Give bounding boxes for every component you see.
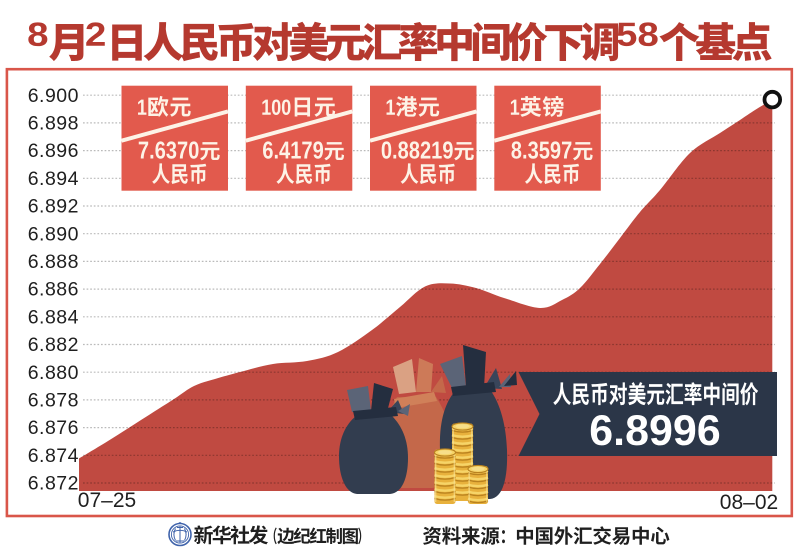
svg-text:6.872: 6.872 xyxy=(28,473,79,495)
svg-text:6.882: 6.882 xyxy=(28,334,79,356)
svg-text:08–02: 08–02 xyxy=(720,491,778,514)
svg-text:6.894: 6.894 xyxy=(28,168,79,190)
svg-text:6.898: 6.898 xyxy=(28,113,79,135)
svg-text:6.888: 6.888 xyxy=(28,251,79,273)
svg-text:6.874: 6.874 xyxy=(28,445,79,467)
svg-text:6.900: 6.900 xyxy=(28,85,79,107)
svg-text:6.896: 6.896 xyxy=(28,140,79,162)
svg-text:6.886: 6.886 xyxy=(28,279,79,301)
svg-text:6.878: 6.878 xyxy=(28,390,79,412)
svg-text:6.890: 6.890 xyxy=(28,223,79,245)
svg-text:07–25: 07–25 xyxy=(78,489,136,512)
svg-text:6.884: 6.884 xyxy=(28,306,79,328)
svg-text:6.876: 6.876 xyxy=(28,417,79,439)
svg-text:6.880: 6.880 xyxy=(28,362,79,384)
svg-text:6.892: 6.892 xyxy=(28,196,79,218)
